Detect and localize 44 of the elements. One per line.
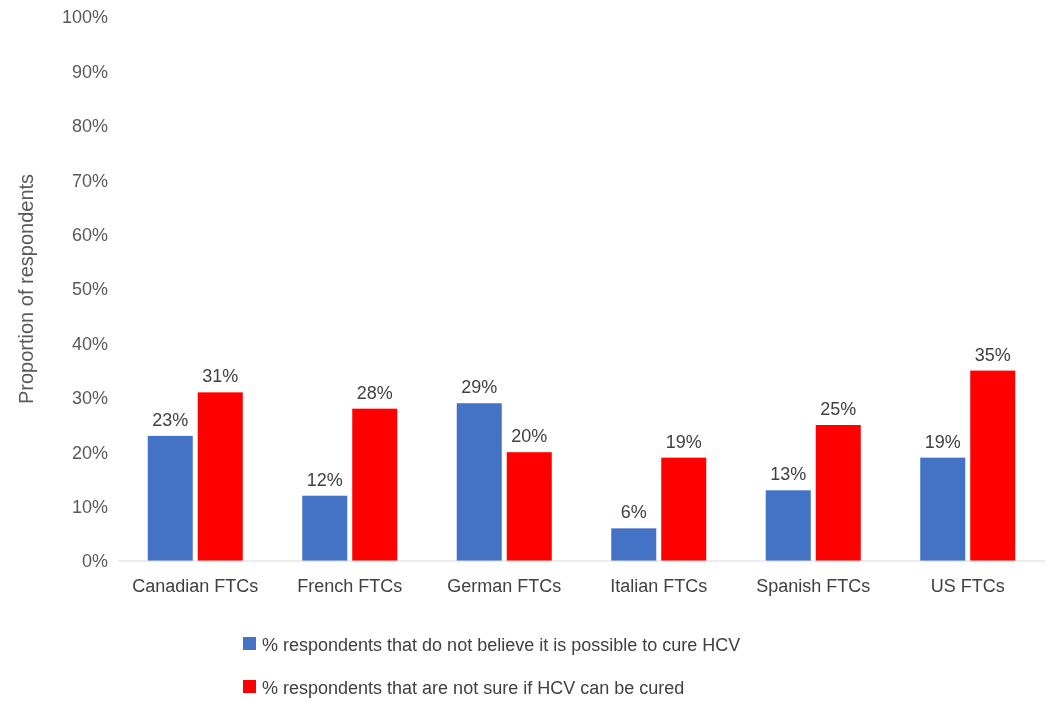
data-label: 23% [152,409,189,430]
y-tick-label: 50% [71,279,108,300]
bar [661,457,707,561]
bar [611,528,657,561]
bar [920,457,966,561]
x-tick-label: Spanish FTCs [756,576,871,596]
y-tick-label: 70% [71,170,108,191]
data-label: 29% [461,377,498,398]
x-tick-label: US FTCs [930,576,1005,596]
bar [147,435,193,561]
data-label: 28% [356,382,393,403]
x-tick-label: Canadian FTCs [132,576,259,596]
data-label: 6% [620,502,647,523]
legend-label: % respondents that do not believe it is possible to cure HCV [262,635,741,656]
x-tick-label: Italian FTCs [610,576,708,596]
bar [970,370,1016,561]
y-axis-title: Proportion of respondents [15,173,37,405]
data-label: 31% [202,366,239,387]
y-tick-label: 20% [71,442,108,463]
y-tick-label: 80% [71,116,108,137]
bar [352,408,398,561]
y-tick-label: 40% [71,333,108,354]
y-tick-label: 10% [71,496,108,517]
data-label: 25% [820,399,857,419]
data-label: 19% [924,431,961,452]
data-label: 13% [770,464,807,485]
bar [456,403,502,561]
data-label: 20% [511,426,548,447]
x-tick-label: German FTCs [447,576,562,596]
y-tick-label: 30% [71,388,108,409]
bar [506,452,552,561]
bar [765,490,811,561]
y-tick-label: 0% [81,551,108,572]
x-tick-label: French FTCs [297,576,403,596]
data-label: 12% [306,469,343,490]
bar [815,425,861,561]
bar [302,495,348,561]
legend-label: % respondents that are not sure if HCV can be cured [262,678,685,699]
data-label: 19% [665,431,702,452]
y-tick-label: 90% [71,61,108,82]
y-tick-label: 100% [61,7,108,28]
bar [197,392,243,561]
y-tick-label: 60% [71,224,108,245]
data-label: 35% [974,344,1011,365]
